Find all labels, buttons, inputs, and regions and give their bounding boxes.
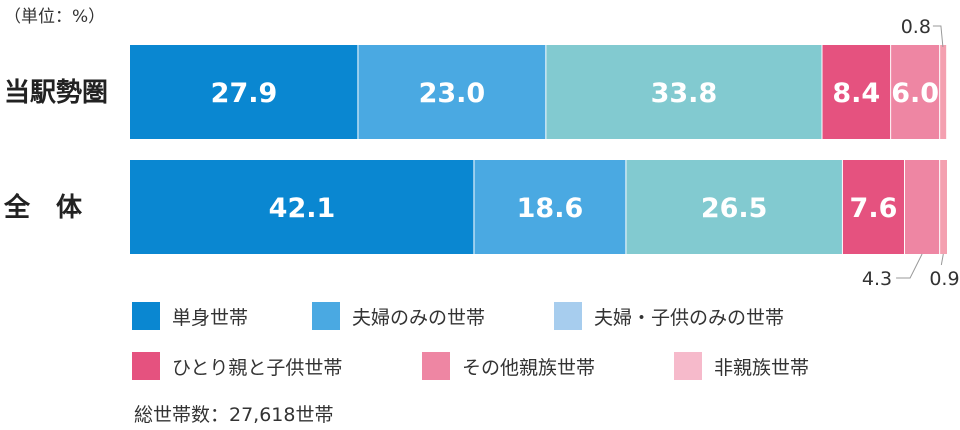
bar-segment bbox=[939, 45, 947, 139]
leader-line bbox=[896, 253, 923, 279]
legend-swatch bbox=[132, 302, 160, 330]
data-label: 33.8 bbox=[651, 78, 718, 109]
data-label: 8.4 bbox=[832, 78, 880, 109]
data-label: 6.0 bbox=[891, 78, 939, 109]
legend-swatch bbox=[132, 352, 160, 380]
legend-swatch bbox=[312, 302, 340, 330]
bar-segment bbox=[545, 45, 822, 139]
bar-segment bbox=[904, 160, 940, 254]
legend-label: ひとり親と子供世帯 bbox=[172, 356, 343, 379]
legend-swatch bbox=[674, 352, 702, 380]
legend-item-couple-children: 夫婦・子供のみの世帯 bbox=[554, 302, 784, 330]
legend-item-other-relatives: その他親族世帯 bbox=[422, 352, 595, 380]
stacked-bar-chart: 当駅勢圏 27.9 23.0 33.8 8.4 6.0 0.8 全 体 42.1 18.6 26.5… bbox=[3, 16, 960, 290]
data-label: 26.5 bbox=[701, 193, 768, 224]
total-households: 総世帯数：27,618世帯 bbox=[134, 404, 334, 426]
bar-segment bbox=[939, 160, 947, 254]
legend-label: 夫婦のみの世帯 bbox=[352, 306, 486, 329]
bar-segment bbox=[842, 160, 905, 254]
data-label: 7.6 bbox=[850, 193, 898, 224]
legend-swatch bbox=[422, 352, 450, 380]
legend-label: 非親族世帯 bbox=[714, 356, 810, 379]
bar-segment bbox=[130, 160, 474, 254]
leader-line bbox=[940, 253, 944, 266]
bar-segment bbox=[473, 160, 626, 254]
data-label: 18.6 bbox=[517, 193, 584, 224]
leader-line bbox=[932, 25, 944, 48]
bar-segment bbox=[821, 45, 891, 139]
category-label: 当駅勢圏 bbox=[4, 78, 108, 108]
legend-item-non-relatives: 非親族世帯 bbox=[674, 352, 809, 380]
bar-segment bbox=[625, 160, 843, 254]
data-label: 42.1 bbox=[269, 193, 336, 224]
data-label-outside: 0.8 bbox=[901, 16, 931, 38]
legend-item-single: 単身世帯 bbox=[132, 302, 248, 330]
bar-segment bbox=[890, 45, 940, 139]
bar-segment bbox=[357, 45, 546, 139]
legend-swatch bbox=[554, 302, 582, 330]
unit-label: （単位：%） bbox=[4, 7, 106, 27]
data-label-outside: 0.9 bbox=[929, 268, 959, 290]
bar-segment bbox=[130, 45, 358, 139]
data-label-outside: 4.3 bbox=[862, 268, 892, 290]
legend-label: 単身世帯 bbox=[172, 306, 249, 329]
legend-label: 夫婦・子供のみの世帯 bbox=[594, 306, 785, 329]
category-label: 全 体 bbox=[3, 192, 83, 223]
legend-item-couple: 夫婦のみの世帯 bbox=[312, 302, 485, 330]
data-label: 27.9 bbox=[211, 78, 278, 109]
legend-item-single-parent: ひとり親と子供世帯 bbox=[132, 352, 342, 380]
data-label: 23.0 bbox=[419, 78, 486, 109]
legend-label: その他親族世帯 bbox=[462, 356, 596, 379]
